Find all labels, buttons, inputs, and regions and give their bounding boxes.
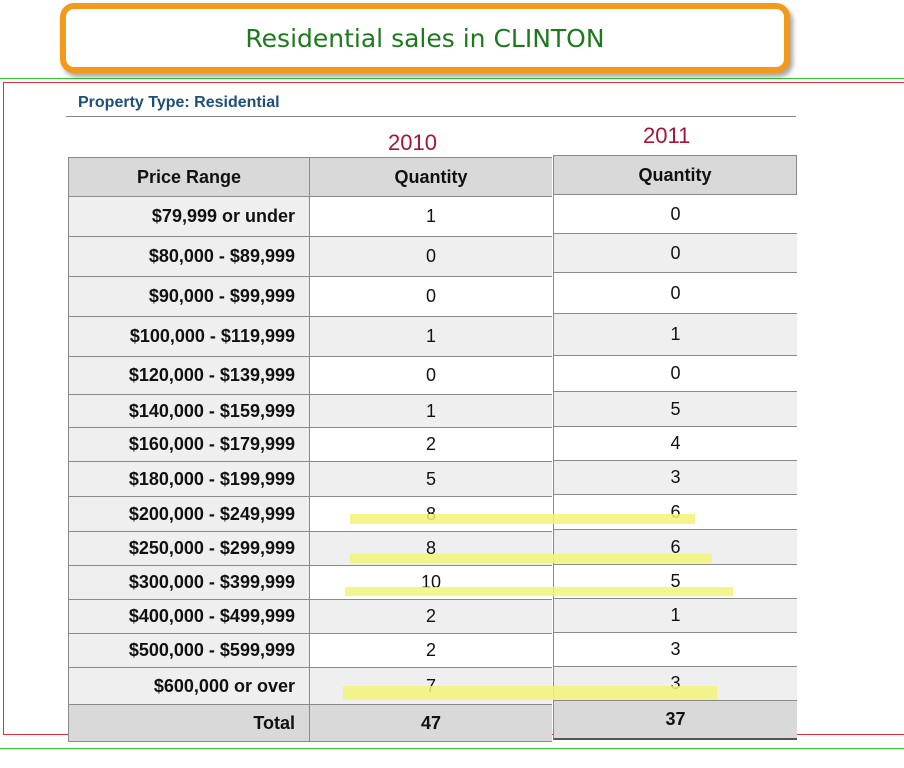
table-row-quantity-2011: 0 — [553, 194, 797, 233]
table-row-price-range: $500,000 - $599,999 — [68, 633, 309, 667]
year-2011-label: 2011 — [643, 123, 691, 148]
highlighter-stroke — [343, 686, 717, 700]
table-row-quantity-2010: 2 — [309, 427, 552, 461]
bottom-divider-line — [0, 748, 904, 749]
table-row-price-range: $160,000 - $179,999 — [68, 427, 309, 461]
table-row-quantity-2011: 3 — [553, 460, 797, 494]
table-row-quantity-2010: 5 — [309, 461, 552, 496]
page-title: Residential sales in CLINTON — [60, 3, 790, 73]
total-quantity-2011: 37 — [553, 700, 797, 740]
table-row-quantity-2011: 1 — [553, 313, 797, 355]
table-row-quantity-2010: 2 — [309, 599, 552, 633]
table-row-quantity-2010: 0 — [309, 276, 552, 316]
table-row-price-range: $200,000 - $249,999 — [68, 496, 309, 531]
table-row-quantity-2011: 4 — [553, 426, 797, 460]
property-type-label: Property Type: Residential — [78, 94, 280, 111]
highlighter-stroke — [345, 587, 733, 596]
table-row-quantity-2010: 1 — [309, 394, 552, 427]
total-label: Total — [68, 704, 309, 742]
table-row-price-range: $90,000 - $99,999 — [68, 276, 309, 316]
header-quantity-2010: Quantity — [309, 157, 552, 196]
table-row-price-range: $80,000 - $89,999 — [68, 236, 309, 276]
table-row-price-range: $180,000 - $199,999 — [68, 461, 309, 496]
table-row-quantity-2011: 0 — [553, 272, 797, 313]
table-row-quantity-2011: 0 — [553, 233, 797, 272]
table-row-quantity-2010: 0 — [309, 356, 552, 394]
table-row-price-range: $79,999 or under — [68, 196, 309, 236]
table-row-price-range: $120,000 - $139,999 — [68, 356, 309, 394]
highlighter-stroke — [350, 554, 712, 563]
header-quantity-2011: Quantity — [553, 155, 797, 194]
table-row-quantity-2010: 1 — [309, 316, 552, 356]
table-row-quantity-2011: 0 — [553, 355, 797, 391]
year-2010-label: 2010 — [388, 130, 437, 155]
header-price-range: Price Range — [68, 157, 309, 196]
table-row-price-range: $100,000 - $119,999 — [68, 316, 309, 356]
table-row-quantity-2011: 3 — [553, 632, 797, 666]
table-row-quantity-2010: 2 — [309, 633, 552, 667]
top-divider-line — [0, 78, 904, 79]
highlighter-stroke — [350, 514, 695, 524]
table-row-price-range: $300,000 - $399,999 — [68, 565, 309, 599]
table-row-price-range: $400,000 - $499,999 — [68, 599, 309, 633]
table-row-quantity-2010: 8 — [309, 496, 552, 531]
table-row-quantity-2010: 0 — [309, 236, 552, 276]
total-quantity-2010: 47 — [309, 704, 552, 742]
table-row-quantity-2011: 1 — [553, 598, 797, 632]
table-row-quantity-2011: 5 — [553, 391, 797, 426]
table-row-price-range: $250,000 - $299,999 — [68, 531, 309, 565]
table-row-price-range: $140,000 - $159,999 — [68, 394, 309, 427]
property-type-underline — [66, 116, 796, 117]
table-row-quantity-2010: 1 — [309, 196, 552, 236]
table-row-price-range: $600,000 or over — [68, 667, 309, 704]
